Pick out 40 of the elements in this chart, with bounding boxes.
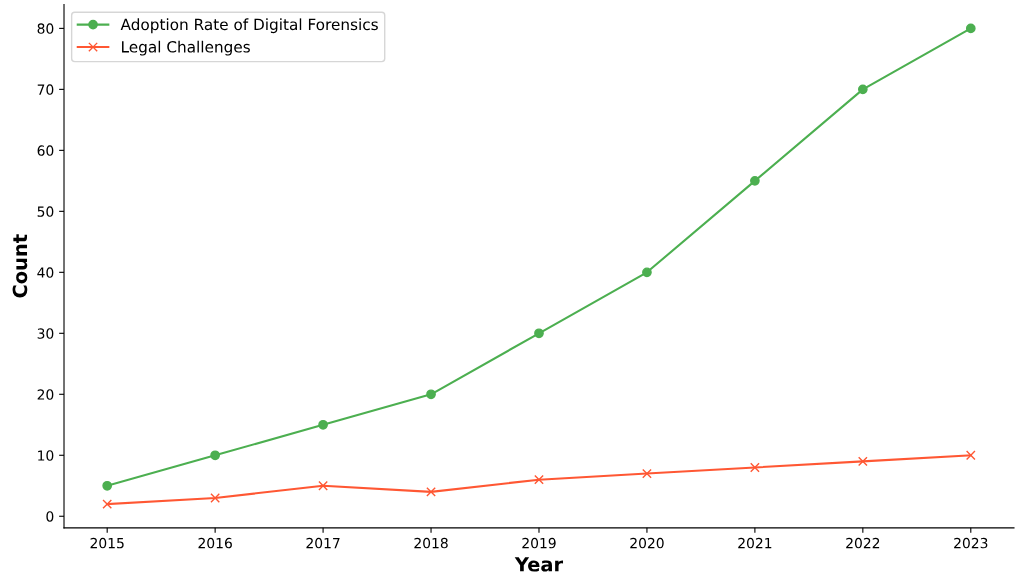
point bbox=[318, 419, 328, 430]
x-tick-label: 2023 bbox=[954, 537, 988, 549]
x-tick-label: 2017 bbox=[306, 537, 340, 549]
x-tick-label: 2018 bbox=[414, 537, 448, 549]
point bbox=[102, 480, 113, 491]
y-tick-label: 10 bbox=[38, 450, 54, 461]
y-axis-title: Count bbox=[12, 234, 28, 298]
y-tick-label: 70 bbox=[37, 84, 54, 95]
point bbox=[642, 468, 652, 479]
x-tick-label: 2021 bbox=[738, 537, 772, 549]
legend-label: Adoption Rate of Digital Forensics bbox=[120, 18, 378, 34]
point bbox=[534, 474, 544, 485]
point bbox=[210, 450, 220, 461]
point bbox=[857, 84, 868, 95]
x-tick-label: 2022 bbox=[846, 537, 880, 549]
point bbox=[750, 175, 760, 186]
point bbox=[750, 462, 760, 473]
y-tick-label: 60 bbox=[37, 145, 54, 156]
legend-label: Legal Challenges bbox=[122, 40, 250, 56]
x-tick-label: 2015 bbox=[90, 537, 124, 549]
y-tick-label: 50 bbox=[37, 206, 54, 217]
x-axis-title: Year bbox=[514, 557, 564, 572]
point bbox=[965, 450, 976, 461]
point bbox=[426, 487, 436, 497]
point bbox=[318, 480, 328, 491]
point bbox=[102, 499, 113, 509]
x-tick-label: 2016 bbox=[198, 537, 232, 549]
y-tick-label: 0 bbox=[46, 511, 54, 522]
point bbox=[534, 328, 544, 339]
x-tick-label: 2020 bbox=[630, 537, 664, 549]
x-tick-label: 2019 bbox=[522, 537, 556, 549]
y-tick-label: 20 bbox=[37, 389, 54, 400]
point bbox=[426, 389, 436, 400]
y-tick-label: 80 bbox=[37, 23, 54, 34]
point bbox=[857, 456, 868, 467]
point bbox=[210, 493, 220, 503]
y-tick-label: 30 bbox=[37, 328, 54, 339]
point bbox=[965, 23, 976, 34]
y-tick-label: 40 bbox=[37, 267, 54, 278]
point bbox=[642, 267, 652, 278]
